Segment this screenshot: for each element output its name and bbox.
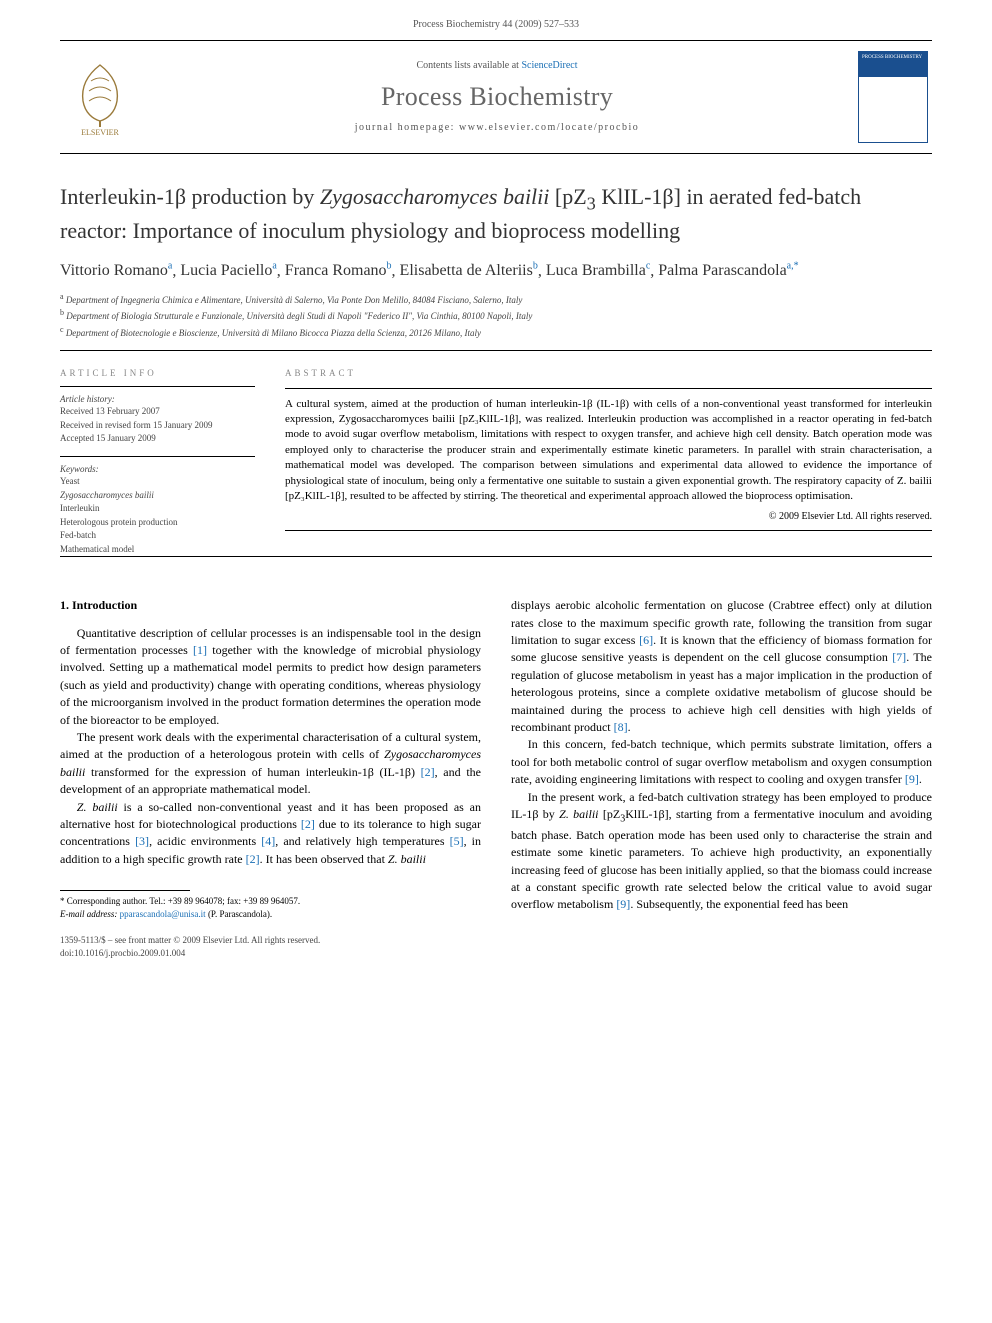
journal-homepage: journal homepage: www.elsevier.com/locat… <box>140 121 854 135</box>
publisher-logo-wrap: ELSEVIER <box>60 51 140 143</box>
body-col-left: 1. Introduction Quantitative description… <box>60 597 481 920</box>
svg-text:ELSEVIER: ELSEVIER <box>81 128 119 137</box>
body-columns: 1. Introduction Quantitative description… <box>60 597 932 920</box>
keyword: Mathematical model <box>60 543 255 557</box>
sciencedirect-link[interactable]: ScienceDirect <box>521 60 577 71</box>
abstract-heading: ABSTRACT <box>285 367 932 380</box>
running-head: Process Biochemistry 44 (2009) 527–533 <box>60 0 932 41</box>
author: Vittorio Romanoa <box>60 262 172 279</box>
paragraph: Quantitative description of cellular pro… <box>60 625 481 729</box>
author-list: Vittorio Romanoa, Lucia Pacielloa, Franc… <box>60 260 932 283</box>
page-footer: 1359-5113/$ – see front matter © 2009 El… <box>60 934 932 959</box>
keyword: Zygosaccharomyces bailii <box>60 489 255 503</box>
homepage-url: www.elsevier.com/locate/procbio <box>459 122 639 133</box>
keyword: Interleukin <box>60 502 255 516</box>
affiliation: b Department of Biologia Strutturale e F… <box>60 307 932 324</box>
article-info-heading: ARTICLE INFO <box>60 367 255 380</box>
keyword: Heterologous protein production <box>60 516 255 530</box>
elsevier-tree-icon: ELSEVIER <box>67 57 133 137</box>
footnote-rule <box>60 890 190 891</box>
masthead: ELSEVIER Contents lists available at Sci… <box>60 41 932 154</box>
author: Luca Brambillac <box>546 262 650 279</box>
abstract: ABSTRACT A cultural system, aimed at the… <box>285 357 932 556</box>
journal-cover-wrap <box>854 51 932 143</box>
author: Franca Romanob <box>285 262 392 279</box>
paragraph: The present work deals with the experime… <box>60 729 481 799</box>
article-info: ARTICLE INFO Article history: Received 1… <box>60 357 255 556</box>
keywords-label: Keywords: <box>60 463 255 476</box>
history-label: Article history: <box>60 393 255 406</box>
contents-prefix: Contents lists available at <box>416 60 521 71</box>
contents-available: Contents lists available at ScienceDirec… <box>140 59 854 73</box>
affiliation: a Department of Ingegneria Chimica e Ali… <box>60 291 932 308</box>
paragraph: In the present work, a fed-batch cultiva… <box>511 789 932 914</box>
accepted-date: Accepted 15 January 2009 <box>60 432 255 446</box>
affiliation: c Department of Biotecnologie e Bioscien… <box>60 324 932 341</box>
revised-date: Received in revised form 15 January 2009 <box>60 419 255 433</box>
paragraph: Z. bailii is a so-called non-conventiona… <box>60 799 481 869</box>
keyword: Yeast <box>60 475 255 489</box>
corresponding-author-footnote: * Corresponding author. Tel.: +39 89 964… <box>60 895 481 920</box>
paragraph: displays aerobic alcoholic fermentation … <box>511 597 932 736</box>
corr-email-link[interactable]: pparascandola@unisa.it <box>120 909 206 919</box>
homepage-prefix: journal homepage: <box>355 122 459 133</box>
author: Lucia Pacielloa <box>180 262 276 279</box>
issn-line: 1359-5113/$ – see front matter © 2009 El… <box>60 934 932 947</box>
abstract-text: A cultural system, aimed at the producti… <box>285 397 932 505</box>
doi-line: doi:10.1016/j.procbio.2009.01.004 <box>60 947 932 960</box>
journal-cover-thumb <box>858 51 928 143</box>
affiliations: a Department of Ingegneria Chimica e Ali… <box>60 291 932 341</box>
abstract-copyright: © 2009 Elsevier Ltd. All rights reserved… <box>285 510 932 524</box>
corr-label: * Corresponding author. Tel.: +39 89 964… <box>60 895 481 908</box>
keyword: Fed-batch <box>60 529 255 543</box>
masthead-center: Contents lists available at ScienceDirec… <box>140 51 854 143</box>
divider <box>60 556 932 557</box>
citation: Process Biochemistry 44 (2009) 527–533 <box>413 19 579 30</box>
body-col-right: displays aerobic alcoholic fermentation … <box>511 597 932 920</box>
article-title: Interleukin-1β production by Zygosacchar… <box>60 182 932 246</box>
divider <box>60 350 932 351</box>
received-date: Received 13 February 2007 <box>60 405 255 419</box>
email-label: E-mail address: <box>60 909 117 919</box>
author: Elisabetta de Alteriisb <box>400 262 538 279</box>
email-who: (P. Parascandola). <box>208 909 272 919</box>
info-abstract-row: ARTICLE INFO Article history: Received 1… <box>60 357 932 556</box>
author: Palma Parascandolaa,* <box>658 262 798 279</box>
section-heading: 1. Introduction <box>60 597 481 614</box>
paragraph: In this concern, fed-batch technique, wh… <box>511 736 932 788</box>
journal-name: Process Biochemistry <box>140 79 854 115</box>
